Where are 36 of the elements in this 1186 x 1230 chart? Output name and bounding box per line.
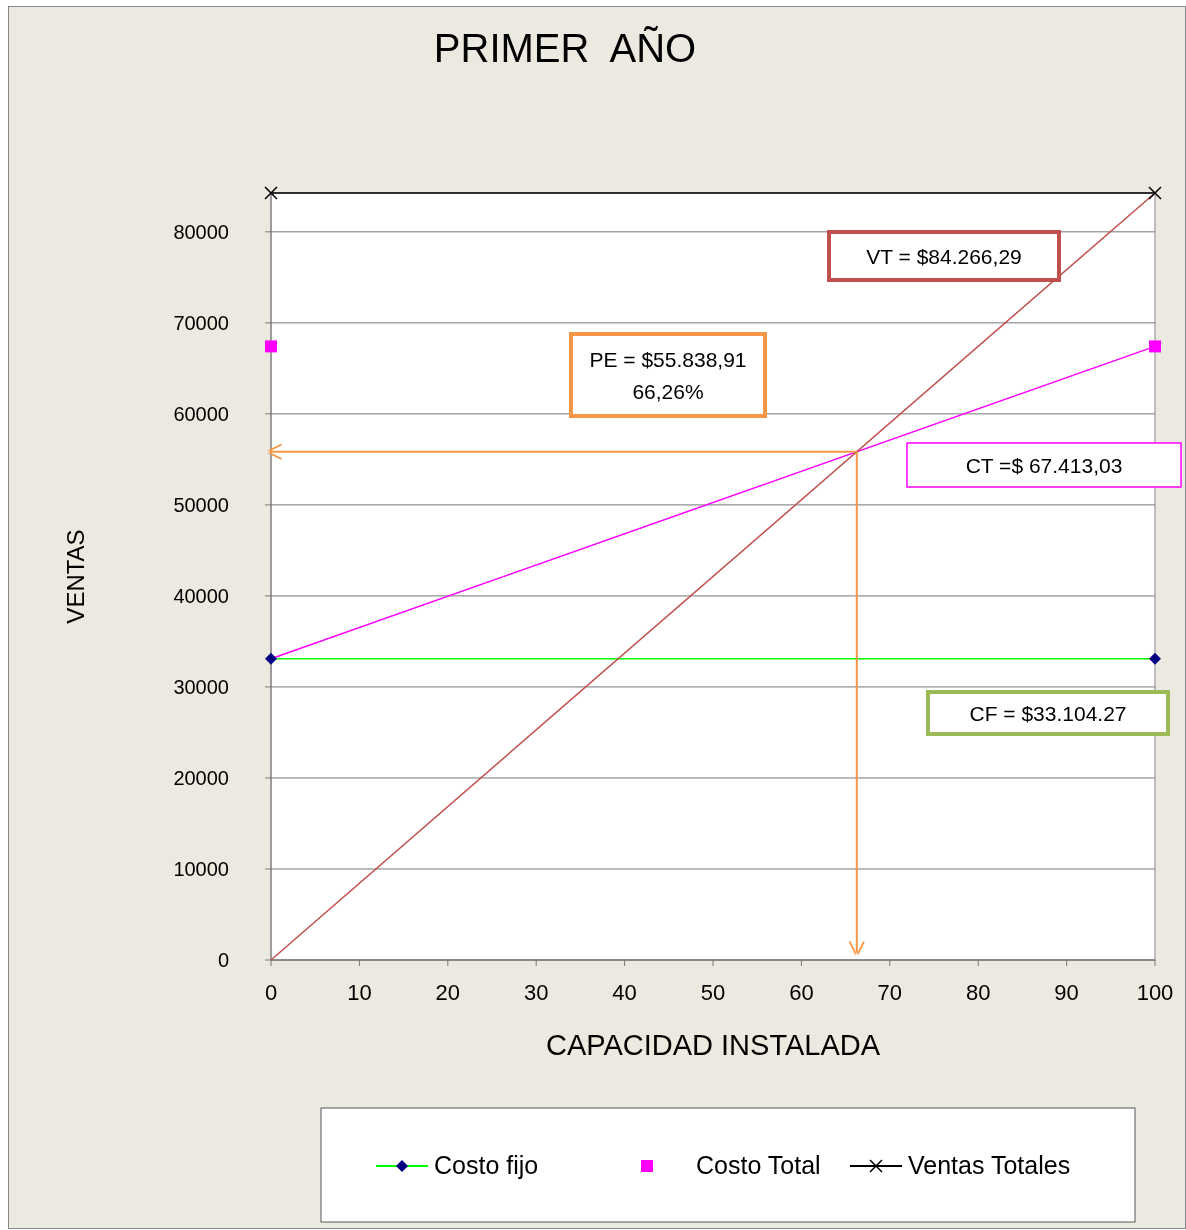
annotation: CT =$ 67.413,03 bbox=[965, 454, 1123, 477]
x-tick-label: 10 bbox=[347, 980, 372, 1005]
x-axis-title: CAPACIDAD INSTALADA bbox=[545, 1029, 881, 1061]
x-tick-label: 60 bbox=[789, 980, 814, 1005]
point bbox=[1149, 340, 1161, 353]
y-tick-label: 20000 bbox=[173, 766, 229, 789]
x-tick-label: 30 bbox=[523, 980, 549, 1005]
x-tick-label: 70 bbox=[877, 980, 903, 1005]
point bbox=[265, 340, 277, 353]
annotation: CF = $33.104.27 bbox=[969, 702, 1127, 725]
y-tick-label: 70000 bbox=[173, 311, 229, 334]
x-tick-label: 100 bbox=[1136, 980, 1174, 1005]
legend-label: Ventas Totales bbox=[908, 1151, 1071, 1179]
y-tick-label: 30000 bbox=[173, 675, 229, 698]
x-tick-label: 90 bbox=[1054, 980, 1079, 1005]
y-tick-label: 60000 bbox=[173, 402, 229, 425]
legend-label: Costo Total bbox=[696, 1151, 821, 1179]
y-tick-label: 80000 bbox=[173, 220, 229, 243]
x-tick-label: 50 bbox=[700, 980, 726, 1005]
y-tick-label: 40000 bbox=[173, 584, 229, 607]
annotation: VT = $84.266,29 bbox=[866, 245, 1022, 268]
y-tick-label: 50000 bbox=[173, 493, 229, 516]
x-tick-label: 80 bbox=[965, 980, 991, 1005]
point bbox=[1149, 652, 1161, 665]
y-tick-label: 0 bbox=[217, 949, 229, 971]
point bbox=[264, 186, 278, 200]
annotation: PE = $55.838,91 66,26% bbox=[589, 348, 747, 403]
y-axis-title: VENTAS bbox=[62, 529, 89, 624]
x-tick-label: 0 bbox=[264, 980, 278, 1005]
legend-label: Costo fijo bbox=[434, 1151, 539, 1179]
point bbox=[1148, 186, 1162, 200]
x-tick-label: 20 bbox=[435, 980, 461, 1005]
y-tick-label: 10000 bbox=[173, 857, 229, 880]
point bbox=[265, 652, 277, 665]
chart-title: PRIMER AÑO bbox=[433, 26, 697, 70]
x-tick-label: 40 bbox=[612, 980, 637, 1005]
